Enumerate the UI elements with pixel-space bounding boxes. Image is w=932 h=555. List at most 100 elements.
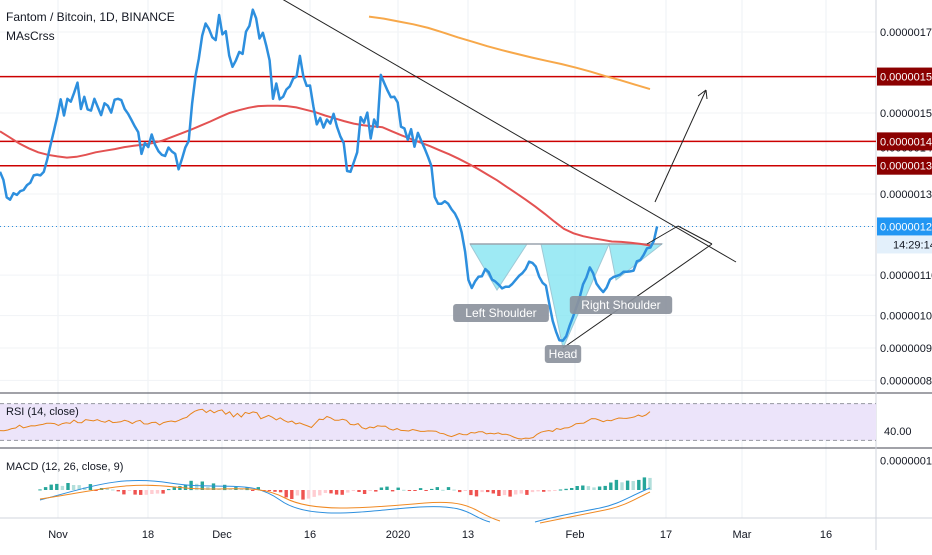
macd-histogram-bar (195, 483, 199, 491)
time-axis-tick: 13 (462, 529, 474, 541)
macd-histogram-bar (441, 489, 445, 491)
triangle-edge[interactable] (646, 225, 679, 245)
macd-histogram-bar (525, 490, 529, 495)
countdown-badge: 14:29:14 (893, 239, 932, 251)
macd-histogram-bar (111, 489, 115, 491)
price-badge-bg (877, 132, 932, 151)
macd-histogram-bar (155, 490, 160, 494)
macd-histogram-bar (497, 490, 501, 496)
macd-histogram-bar (77, 485, 81, 490)
macd-histogram-bar (418, 488, 423, 490)
macd-histogram-bar (379, 487, 384, 490)
rsi-axis-tick: 40.00 (884, 426, 912, 438)
macd-histogram-bar (284, 490, 288, 498)
macd-histogram-bar (648, 477, 652, 490)
ma-fast-line[interactable] (0, 104, 651, 247)
time-axis-tick: Feb (566, 529, 585, 541)
macd-histogram-bar (49, 484, 53, 490)
macd-histogram-bar (295, 490, 300, 496)
macd-histogram-bar (474, 490, 479, 497)
macd-histogram-bar (267, 490, 272, 492)
indicator-label: MAsCrss (6, 29, 55, 43)
macd-histogram-bar (161, 490, 165, 494)
macd-histogram-bar (150, 490, 154, 494)
rsi-line[interactable] (0, 408, 651, 440)
macd-histogram-bar (575, 486, 579, 490)
macd-histogram-bar (239, 488, 244, 490)
countdown-badge-bg (877, 235, 932, 254)
triangle-edge[interactable] (677, 225, 713, 245)
macd-histogram-bar (424, 490, 428, 491)
macd-histogram-bar (368, 490, 372, 491)
macd-histogram-bar (290, 490, 294, 499)
macd-histogram-bar (491, 490, 495, 494)
ma-slow-line[interactable] (368, 15, 651, 91)
time-axis-tick: Nov (48, 529, 68, 541)
macd-histogram-bar (402, 489, 406, 491)
price-line[interactable] (0, 8, 659, 342)
chart-title: Fantom / Bitcoin, 1D, BINANCE (6, 10, 175, 24)
price-badge: 0.00000122 (880, 221, 932, 233)
right-shoulder-label-bg (569, 296, 673, 314)
macd-histogram-bar (318, 490, 322, 496)
macd-histogram-bar (334, 490, 339, 495)
macd-histogram-bar (94, 490, 98, 491)
macd-histogram-bar (228, 489, 232, 490)
macd-histogram-bar (329, 490, 333, 494)
macd-histogram-bar (430, 488, 434, 490)
macd-histogram-bar (351, 490, 356, 491)
macd-histogram-bar (486, 490, 490, 493)
price-badge-bg (877, 217, 932, 236)
macd-histogram-bar (211, 483, 216, 490)
macd-histogram-bar (144, 490, 148, 495)
macd-histogram-bar (66, 483, 70, 490)
macd-histogram-bar (71, 485, 76, 490)
macd-histogram-bar (463, 490, 467, 491)
macd-histogram-bar (637, 479, 641, 490)
macd-histogram-bar (323, 490, 328, 493)
macd-histogram-bar (256, 487, 260, 490)
macd-histogram-bar (301, 490, 305, 500)
macd-axis-tick: 0.00000010 (880, 455, 932, 467)
time-axis-tick: Mar (733, 529, 752, 541)
price-badge-bg (877, 67, 932, 86)
macd-histogram-bar (306, 490, 311, 499)
macd-histogram-bar (586, 486, 591, 490)
head-label-bg (544, 345, 582, 363)
macd-histogram-bar (43, 487, 48, 490)
macd-histogram-bar (167, 489, 171, 491)
macd-histogram-bar (597, 486, 602, 490)
macd-histogram-bar (312, 490, 316, 497)
signal-line[interactable] (39, 484, 651, 524)
price-badge: 0.00000159 (880, 72, 932, 84)
macd-histogram-bar (446, 487, 451, 490)
breakout-arrow[interactable] (654, 89, 707, 203)
macd-histogram-bar (139, 490, 143, 495)
time-axis-tick: 18 (142, 529, 154, 541)
macd-histogram-bar (407, 490, 412, 491)
rsi-band (0, 403, 876, 441)
macd-histogram-bar (38, 489, 42, 491)
macd-line[interactable] (39, 479, 651, 523)
macd-histogram-bar (570, 488, 574, 490)
macd-histogram-bar (530, 490, 535, 493)
macd-histogram-bar (469, 490, 473, 496)
price-badge-bg (877, 156, 932, 175)
macd-histogram-bar (413, 490, 417, 491)
macd-histogram-bar (251, 490, 255, 491)
macd-histogram-bar (603, 485, 607, 490)
macd-histogram-bar (122, 490, 126, 495)
macd-histogram-bar (435, 487, 439, 490)
macd-histogram-bar (480, 490, 484, 493)
macd-histogram-bar (133, 490, 137, 495)
descending-trendline[interactable] (270, 0, 737, 263)
macd-histogram-bar (346, 490, 350, 493)
price-axis-tick: 0.00000092 (880, 343, 932, 355)
macd-histogram-bar (558, 489, 563, 491)
macd-histogram-bar (452, 489, 456, 491)
